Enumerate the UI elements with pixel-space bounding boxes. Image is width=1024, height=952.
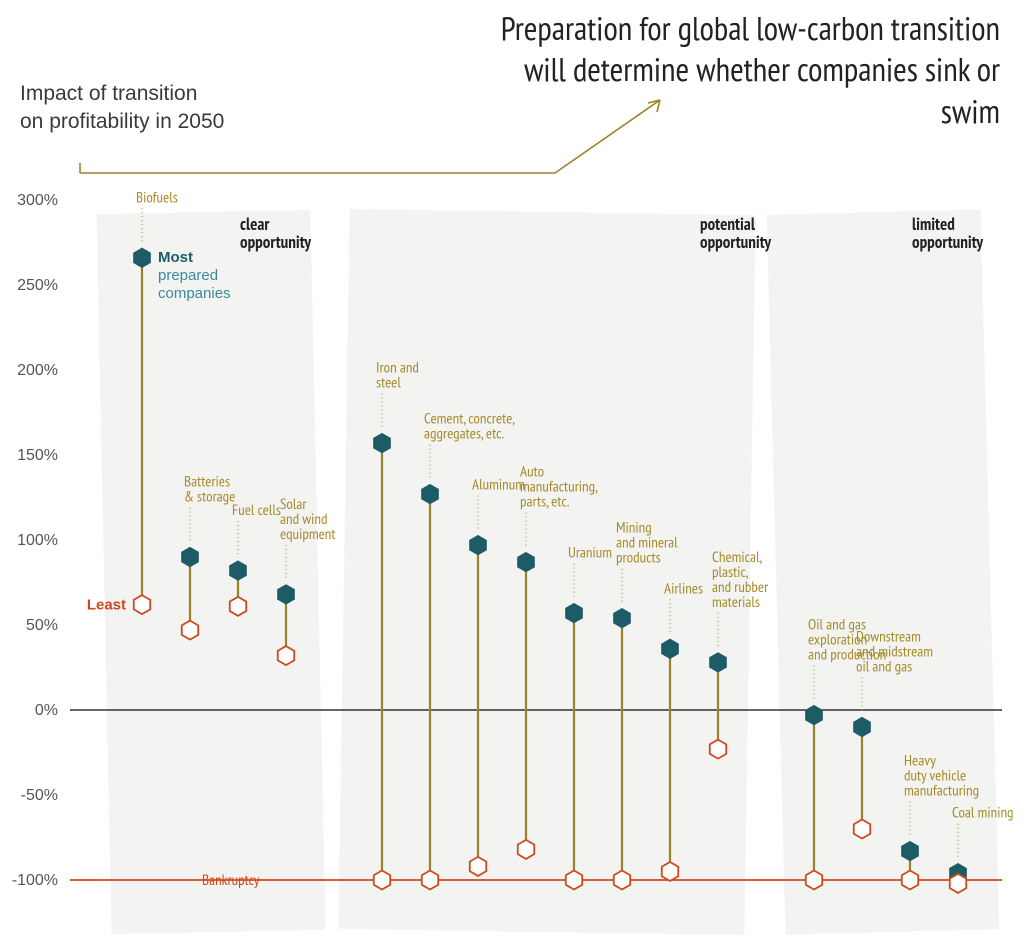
legend-most-2: prepared: [158, 267, 218, 284]
group-label: opportunity: [912, 231, 983, 253]
least-marker: [470, 857, 486, 876]
subtitle-line2: on profitability in 2050: [20, 110, 224, 133]
least-marker: [518, 840, 534, 859]
category-label: Biofuels: [136, 188, 178, 207]
category-label: Fuel cells: [232, 501, 281, 520]
least-marker: [566, 871, 582, 890]
most-marker: [614, 609, 630, 628]
category-label: Aluminum: [472, 476, 525, 495]
category-label: manufacturing: [904, 782, 979, 801]
y-tick-label: 150%: [17, 447, 58, 464]
y-tick-label: 50%: [26, 617, 58, 634]
category-label: materials: [712, 593, 760, 612]
least-marker: [278, 646, 294, 665]
headline-text: Preparation for global low-carbon transi…: [501, 7, 1000, 133]
category-label: oil and gas: [856, 658, 912, 677]
most-marker: [662, 639, 678, 658]
y-tick-label: -50%: [21, 787, 58, 804]
most-marker: [518, 553, 534, 572]
y-tick-label: 200%: [17, 362, 58, 379]
category-label: products: [616, 549, 661, 568]
least-marker: [182, 621, 198, 640]
most-marker: [806, 706, 822, 725]
legend-most: Most: [158, 249, 193, 266]
category-label: aggregates, etc.: [424, 425, 504, 444]
least-marker: [854, 820, 870, 839]
most-marker: [182, 548, 198, 567]
y-tick-label: 100%: [17, 532, 58, 549]
group-label: opportunity: [700, 231, 771, 253]
category-label: Uranium: [568, 544, 612, 563]
least-marker: [806, 871, 822, 890]
legend-most-3: companies: [158, 285, 231, 302]
most-marker: [470, 536, 486, 555]
category-label: Coal mining: [952, 804, 1014, 823]
most-marker: [278, 585, 294, 604]
category-label: & storage: [184, 488, 235, 507]
least-marker: [902, 871, 918, 890]
least-marker: [950, 874, 966, 893]
y-tick-label: 0%: [35, 702, 58, 719]
least-marker: [374, 871, 390, 890]
y-tick-label: 250%: [17, 277, 58, 294]
least-marker: [422, 871, 438, 890]
chart: -100% -50% 0% 50% 100% 150% 200% 250% 300% Bankru…: [0, 0, 1024, 952]
most-marker: [134, 248, 150, 267]
bankruptcy-label: Bankruptcy: [202, 871, 260, 890]
subtitle-line1: Impact of transition: [20, 82, 197, 105]
most-marker: [230, 561, 246, 580]
most-marker: [902, 842, 918, 861]
group-label: opportunity: [240, 231, 311, 253]
legend-least: Least: [87, 597, 126, 614]
y-tick-label: -100%: [12, 872, 58, 889]
most-marker: [710, 653, 726, 672]
panel-bg: [96, 210, 325, 934]
category-label: equipment: [280, 525, 336, 544]
panel-bg: [338, 209, 755, 935]
least-marker: [614, 871, 630, 890]
least-marker: [134, 595, 150, 614]
y-tick-label: 300%: [17, 192, 58, 209]
least-marker: [662, 862, 678, 881]
headline: Preparation for global low-carbon transi…: [460, 8, 1000, 132]
most-marker: [422, 485, 438, 504]
category-label: parts, etc.: [520, 493, 570, 512]
least-marker: [710, 740, 726, 759]
category-label: Airlines: [664, 579, 703, 598]
panel-bg: [767, 209, 1000, 934]
most-marker: [854, 718, 870, 737]
least-marker: [230, 597, 246, 616]
most-marker: [374, 434, 390, 453]
most-marker: [566, 604, 582, 623]
category-label: steel: [376, 374, 401, 393]
subtitle: Impact of transition on profitability in…: [20, 80, 224, 137]
